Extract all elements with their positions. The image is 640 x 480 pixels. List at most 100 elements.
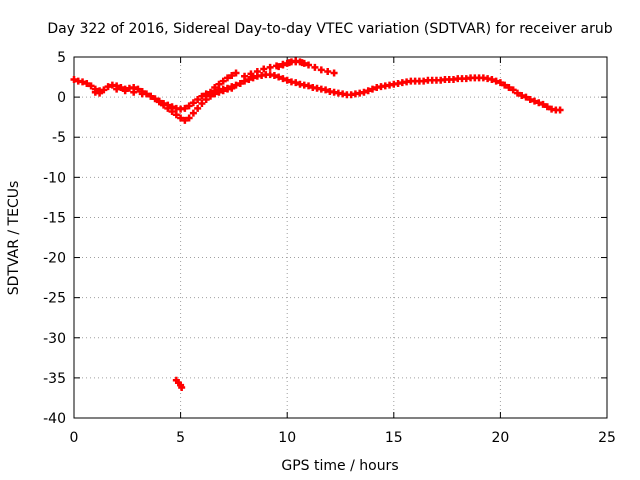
y-tick-label: -30: [43, 331, 66, 347]
data-point: [215, 88, 223, 96]
data-point: [236, 79, 244, 87]
data-point: [513, 89, 521, 97]
y-tick-label: 5: [57, 50, 66, 66]
data-point: [189, 109, 197, 117]
x-tick-label: 25: [598, 430, 616, 446]
data-point: [178, 384, 186, 392]
data-point: [172, 111, 180, 119]
y-tick-label: -25: [43, 291, 66, 307]
x-tick-label: 5: [176, 430, 185, 446]
data-point: [113, 85, 121, 93]
data-point: [96, 89, 104, 97]
y-tick-label: -40: [43, 411, 66, 427]
data-point: [266, 63, 274, 71]
data-point: [324, 67, 332, 75]
data-point: [151, 95, 159, 103]
data-point: [330, 69, 338, 77]
y-tick-label: -10: [43, 170, 66, 186]
data-point: [224, 74, 232, 82]
y-tick-label: -20: [43, 251, 66, 267]
plot-frame: [73, 56, 608, 419]
data-point: [134, 85, 142, 93]
y-axis-label: SDTVAR / TECUs: [6, 181, 22, 296]
data-point: [198, 100, 206, 108]
data-point: [164, 104, 172, 112]
y-tick-label: 0: [57, 90, 66, 106]
data-series: [70, 57, 564, 392]
data-point: [501, 81, 509, 89]
data-point: [241, 72, 249, 80]
data-point: [279, 75, 287, 83]
data-point: [509, 86, 517, 94]
data-point: [505, 83, 513, 91]
data-point: [311, 63, 319, 71]
data-point: [202, 96, 210, 104]
data-point: [185, 102, 193, 110]
data-point: [488, 75, 496, 83]
x-tick-label: 0: [70, 430, 79, 446]
data-point: [279, 61, 287, 69]
tick-marks: [73, 56, 608, 419]
data-point: [160, 101, 168, 109]
chart-title: Day 322 of 2016, Sidereal Day-to-day VTE…: [47, 21, 612, 37]
x-tick-label: 15: [385, 430, 403, 446]
data-point: [305, 61, 313, 69]
data-point: [130, 88, 138, 96]
data-point: [496, 79, 504, 87]
data-point: [232, 81, 240, 89]
data-point: [228, 71, 236, 79]
data-point: [305, 82, 313, 90]
x-tick-label: 10: [278, 430, 296, 446]
data-point: [104, 83, 112, 91]
data-point: [492, 77, 500, 85]
data-point: [232, 69, 240, 77]
data-point: [147, 92, 155, 100]
data-point: [198, 92, 206, 100]
data-point: [181, 104, 189, 112]
data-point: [79, 78, 87, 86]
data-point: [275, 73, 283, 81]
data-point: [247, 70, 255, 78]
data-point: [368, 85, 376, 93]
data-point: [121, 87, 129, 95]
data-point: [270, 71, 278, 79]
data-point: [253, 67, 261, 75]
data-point: [364, 87, 372, 95]
data-point: [522, 93, 530, 101]
data-point: [296, 58, 304, 66]
data-point: [87, 82, 95, 90]
y-tick-label: -15: [43, 210, 66, 226]
data-point: [249, 74, 257, 82]
data-point: [360, 88, 368, 96]
data-point: [177, 114, 185, 122]
data-point: [556, 106, 564, 114]
data-point: [228, 84, 236, 92]
grid: [74, 57, 607, 418]
data-point: [181, 116, 189, 124]
data-point: [206, 92, 214, 100]
data-point: [219, 77, 227, 85]
data-point: [322, 86, 330, 94]
data-point: [155, 98, 163, 106]
x-axis-label: GPS time / hours: [281, 458, 398, 474]
data-point: [283, 76, 291, 84]
data-point: [535, 99, 543, 107]
data-point: [260, 65, 268, 73]
data-point: [100, 86, 108, 94]
data-point: [292, 79, 300, 87]
x-tick-label: 20: [491, 430, 509, 446]
data-point: [185, 114, 193, 122]
data-point: [211, 83, 219, 91]
data-point: [138, 90, 146, 98]
data-point: [539, 100, 547, 108]
y-tick-label: -5: [52, 130, 66, 146]
y-tick-labels: 5 0 -5 -10 -15 -20 -25 -30 -35 -40: [43, 50, 66, 427]
x-tick-labels: 0 5 10 15 20 25: [70, 430, 616, 446]
data-point: [117, 83, 125, 91]
data-point: [531, 97, 539, 105]
data-point: [275, 63, 283, 71]
data-point: [194, 104, 202, 112]
data-point: [283, 59, 291, 67]
data-point: [317, 66, 325, 74]
